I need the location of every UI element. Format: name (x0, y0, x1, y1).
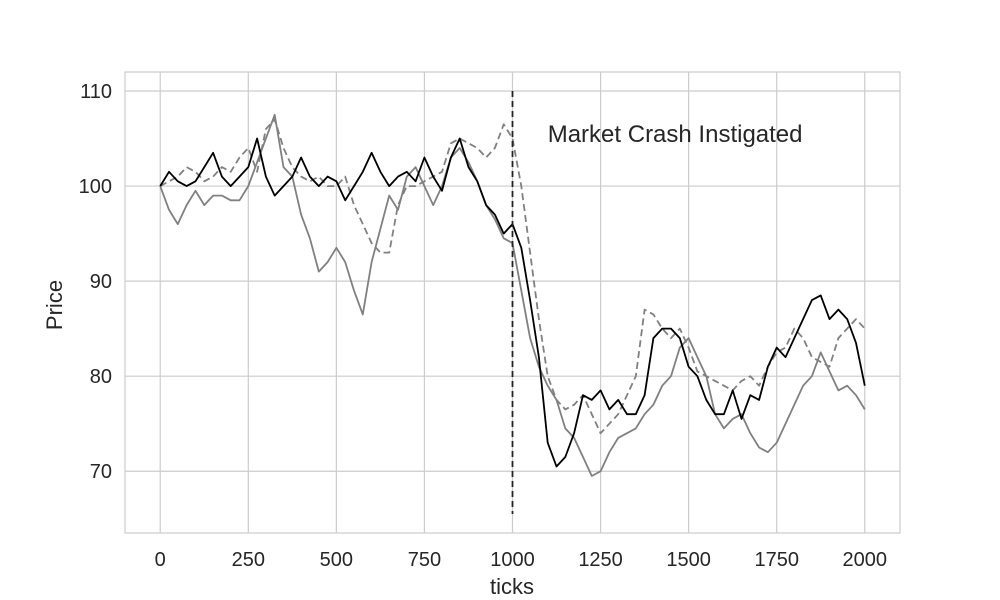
x-tick-label: 0 (155, 549, 166, 571)
y-axis-label: Price (42, 280, 67, 330)
series-line-3 (159, 118, 866, 435)
y-tick-label: 70 (90, 461, 112, 483)
y-tick-label: 90 (90, 271, 112, 293)
x-tick-label: 250 (232, 549, 265, 571)
x-tick-label: 1500 (666, 549, 711, 571)
x-tick-label: 1250 (578, 549, 623, 571)
x-tick-label: 500 (320, 549, 353, 571)
crash-annotation: Market Crash Instigated (548, 121, 803, 148)
y-tick-label: 110 (80, 81, 112, 103)
x-tick-label: 1750 (754, 549, 799, 571)
y-tick-label: 100 (79, 176, 112, 198)
x-axis-label: ticks (490, 574, 534, 599)
y-tick-labels: 70 80 90 100 110 (79, 81, 112, 483)
y-tick-label: 80 (90, 366, 112, 388)
x-tick-label: 2000 (843, 549, 888, 571)
x-tick-label: 1000 (490, 549, 535, 571)
x-tick-labels: 0 250 500 750 1000 1250 1500 1750 2000 (155, 549, 887, 571)
x-tick-label: 750 (408, 549, 441, 571)
